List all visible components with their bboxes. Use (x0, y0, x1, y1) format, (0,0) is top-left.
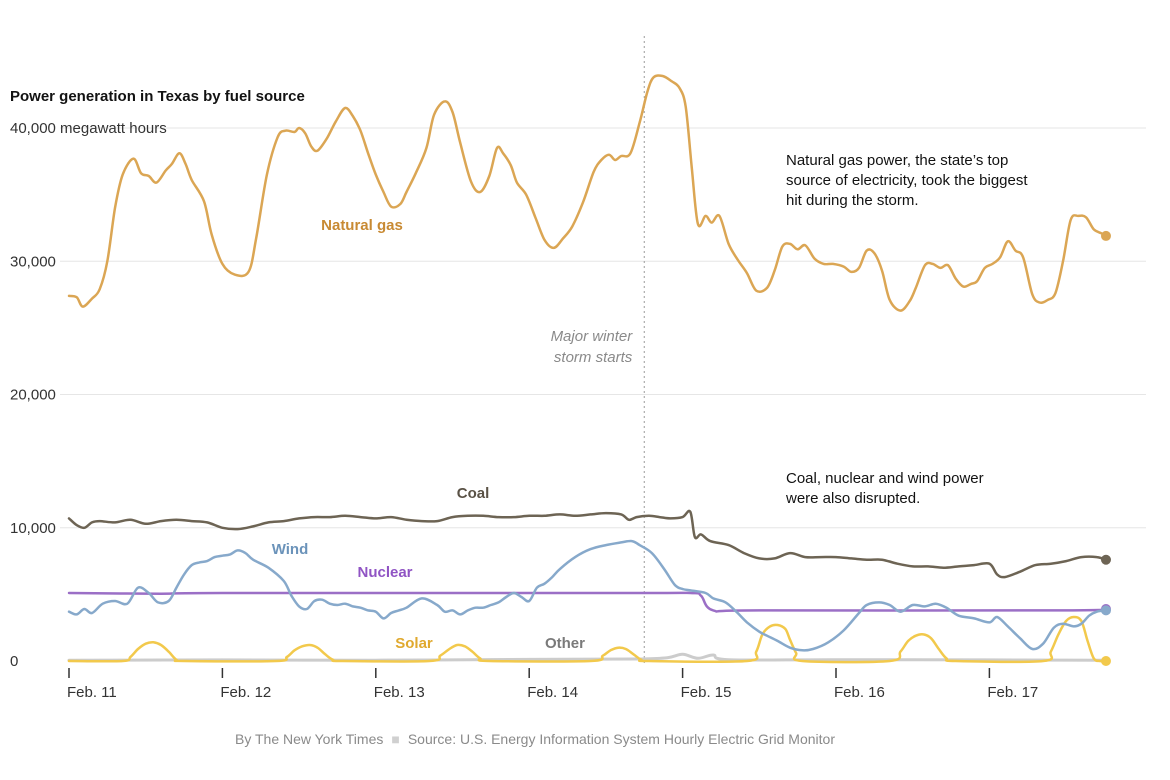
series-line-nuclear (67, 591, 1108, 613)
series-label-natural-gas: Natural gas (321, 217, 403, 234)
separator-dot: ■ (391, 731, 400, 747)
series-lines (67, 74, 1111, 666)
series-end-dot-coal (1100, 554, 1111, 565)
x-tick-label: Feb. 13 (374, 684, 425, 701)
others-annotation-line: Coal, nuclear and wind power (786, 470, 984, 487)
x-tick-label: Feb. 11 (67, 684, 117, 701)
series-end-dot-natural-gas (1100, 230, 1111, 241)
storm-start-marker: Major winter storm starts (551, 36, 645, 664)
others-annotation-line: were also disrupted. (785, 490, 920, 507)
storm-label-line2: storm starts (554, 349, 633, 366)
y-tick-label: 0 (10, 653, 18, 670)
x-tick-label: Feb. 12 (220, 684, 271, 701)
series-line-solar (67, 615, 1108, 664)
y-tick-label: 20,000 (10, 387, 56, 404)
y-axis-tick-labels: 40,000 megawatt hours 30,000 20,000 10,000 0 (10, 120, 167, 670)
chart-title: Power generation in Texas by fuel source (10, 88, 305, 105)
series-line-other (67, 652, 1108, 662)
storm-label-line1: Major winter (551, 328, 634, 345)
series-line-wind (67, 539, 1108, 652)
credit-line: By The New York Times ■ Source: U.S. Energ… (0, 731, 1070, 747)
series-label-other: Other (545, 635, 585, 652)
source-note: Source: U.S. Energy Information System H… (407, 731, 835, 747)
series-line-natural-gas (67, 74, 1108, 312)
x-tick-label: Feb. 17 (987, 684, 1038, 701)
series-label-solar: Solar (395, 635, 433, 652)
x-axis: Feb. 11 Feb. 12 Feb. 13 Feb. 14 Feb. 15 Feb. … (67, 668, 1038, 701)
annotations: Natural gas power, the state’s top source… (785, 152, 1028, 507)
x-tick-label: Feb. 16 (834, 684, 885, 701)
y-tick-label: 10,000 (10, 520, 56, 537)
gas-annotation-line: Natural gas power, the state’s top (786, 152, 1008, 169)
y-tick-label: 30,000 (10, 253, 56, 270)
series-end-dot-wind (1100, 605, 1111, 616)
gas-annotation-line: source of electricity, took the biggest (786, 172, 1028, 189)
series-line-coal (67, 509, 1108, 579)
series-end-dot-solar (1100, 656, 1111, 666)
series-label-coal: Coal (457, 485, 490, 502)
series-label-nuclear: Nuclear (357, 564, 412, 581)
x-tick-label: Feb. 15 (681, 684, 732, 701)
series-labels: Natural gas Coal Wind Nuclear Solar Other (272, 217, 585, 652)
byline: By The New York Times (235, 731, 384, 747)
series-label-wind: Wind (272, 541, 309, 558)
x-tick-label: Feb. 14 (527, 684, 578, 701)
gas-annotation-line: hit during the storm. (786, 192, 919, 209)
y-tick-label: 40,000 megawatt hours (10, 120, 167, 137)
